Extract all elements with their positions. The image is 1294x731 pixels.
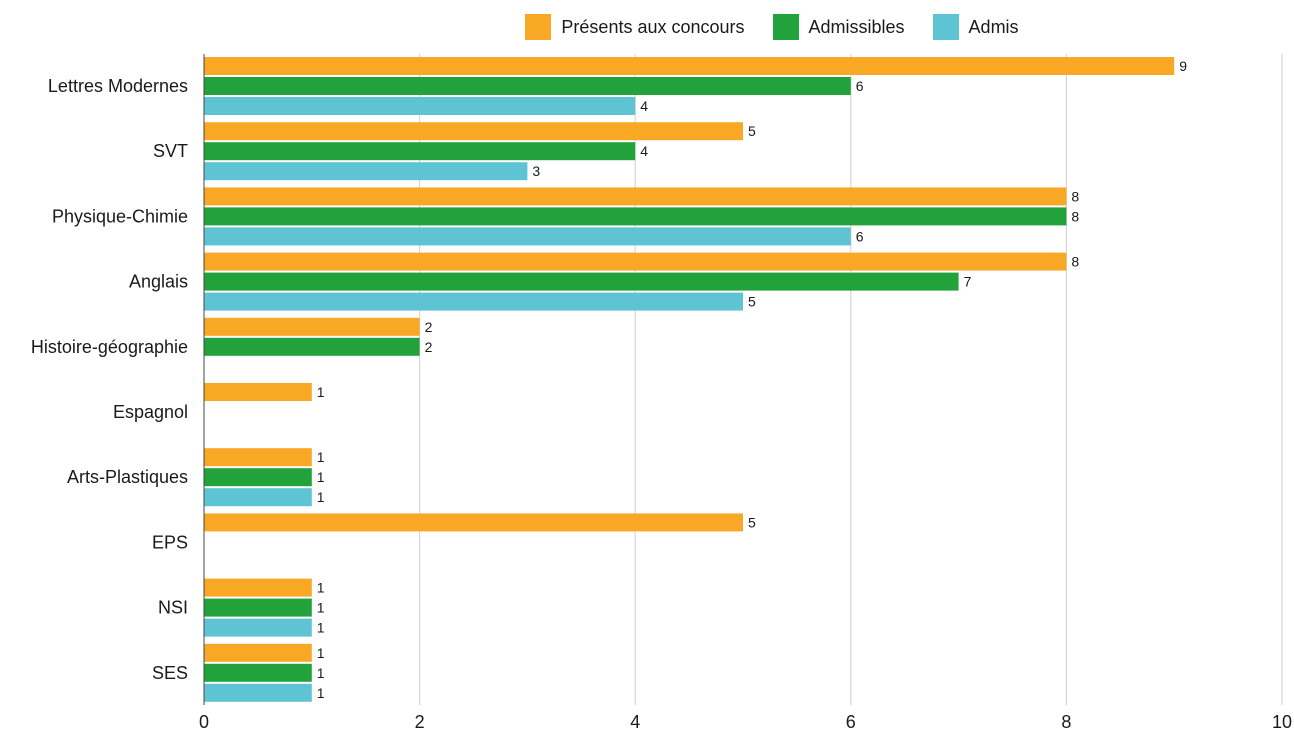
data-label: 1 [317, 449, 325, 465]
data-label: 5 [748, 294, 756, 310]
data-label: 5 [748, 514, 756, 530]
bar-admissibles [204, 272, 959, 291]
bar-admissibles [204, 663, 312, 682]
bar-admissibles [204, 337, 420, 356]
axes: 0 2 4 6 8 10 Lettres Modernes SVT Physique-Chimi… [31, 54, 1292, 731]
data-label: 1 [317, 469, 325, 485]
category-label: Arts-Plastiques [67, 467, 188, 487]
data-label: 1 [317, 384, 325, 400]
bar-admis [204, 292, 743, 311]
bar-admissibles [204, 207, 1067, 226]
data-label: 1 [317, 620, 325, 636]
category-label: NSI [158, 598, 188, 618]
x-tick-label-0: 0 [199, 712, 209, 731]
category-label: Histoire-géographie [31, 337, 188, 357]
data-label: 9 [1179, 58, 1187, 74]
bar-presents [204, 513, 743, 532]
legend-item-presents: Présents aux concours [525, 14, 745, 40]
data-label: 4 [640, 98, 648, 114]
data-label: 5 [748, 123, 756, 139]
x-tick-label-8: 8 [1061, 712, 1071, 731]
category-label: EPS [152, 532, 188, 552]
category-label: Physique-Chimie [52, 206, 188, 226]
legend-swatch-admissibles [772, 14, 799, 40]
bar-admissibles [204, 468, 312, 487]
legend-swatch-admis [932, 14, 959, 40]
category-label: Lettres Modernes [48, 76, 188, 96]
x-tick-label-2: 2 [415, 712, 425, 731]
bar-admis [204, 97, 636, 115]
bar-presents [204, 643, 312, 662]
x-tick-label-6: 6 [846, 712, 856, 731]
bar-presents [204, 383, 312, 401]
category-label: Anglais [129, 272, 188, 292]
bars: 9 6 4 5 4 3 8 8 6 8 7 5 2 2 1 1 1 1 5 1 1 1 1 1 1 [204, 57, 1187, 702]
bar-admis [204, 162, 528, 181]
data-label: 2 [425, 319, 433, 335]
data-label: 8 [1071, 254, 1079, 270]
bar-admissibles [204, 598, 312, 617]
category-label: Espagnol [113, 402, 188, 422]
data-label: 3 [532, 163, 540, 179]
grid [419, 54, 1283, 705]
data-label: 4 [640, 143, 648, 159]
legend: Présents aux concours Admissibles Admis [0, 14, 1294, 40]
bar-admissibles [204, 77, 851, 95]
bar-presents [204, 57, 1175, 75]
bar-admis [204, 683, 312, 702]
legend-item-admissibles: Admissibles [772, 14, 905, 40]
data-label: 1 [317, 665, 325, 681]
category-label: SVT [153, 141, 188, 161]
bar-presents [204, 317, 420, 336]
bar-presents [204, 187, 1067, 206]
data-label: 6 [856, 228, 864, 244]
bar-admis [204, 618, 312, 637]
category-label: SES [152, 663, 188, 683]
data-label: 2 [425, 339, 433, 355]
legend-label-admissibles: Admissibles [808, 16, 905, 37]
legend-label-admis: Admis [968, 16, 1019, 37]
data-label: 7 [964, 274, 972, 290]
data-label: 6 [856, 78, 864, 94]
data-label: 1 [317, 600, 325, 616]
legend-item-admis: Admis [932, 14, 1019, 40]
data-label: 8 [1071, 208, 1079, 224]
x-tick-label-10: 10 [1272, 712, 1292, 731]
data-label: 1 [317, 685, 325, 701]
x-tick-label-4: 4 [630, 712, 640, 731]
bar-presents [204, 122, 743, 141]
bar-admis [204, 227, 851, 246]
bar-presents [204, 448, 312, 467]
data-label: 8 [1071, 188, 1079, 204]
bar-admissibles [204, 142, 636, 161]
legend-swatch-presents [525, 14, 552, 40]
data-label: 1 [317, 489, 325, 505]
bar-presents [204, 578, 312, 597]
bar-presents [204, 252, 1067, 271]
data-label: 1 [317, 580, 325, 596]
legend-label-presents: Présents aux concours [561, 16, 745, 37]
bar-admis [204, 488, 312, 507]
data-label: 1 [317, 645, 325, 661]
